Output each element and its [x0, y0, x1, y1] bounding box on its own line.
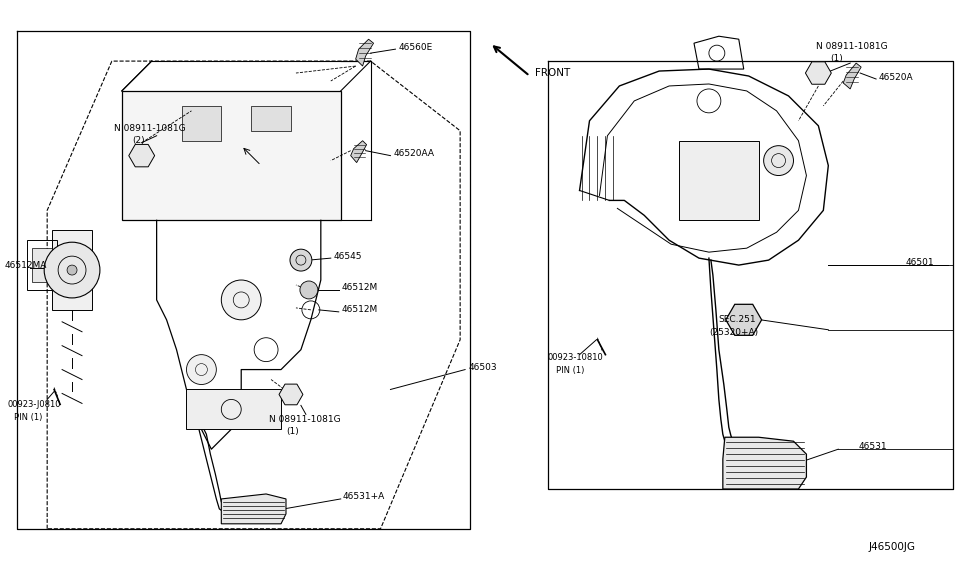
Text: 46501: 46501: [906, 258, 935, 267]
Text: (1): (1): [286, 427, 298, 436]
Polygon shape: [181, 106, 221, 141]
Text: PIN (1): PIN (1): [556, 366, 584, 375]
Text: (25320+A): (25320+A): [709, 328, 758, 337]
Polygon shape: [279, 384, 303, 405]
Text: 46560E: 46560E: [399, 42, 433, 52]
Polygon shape: [356, 39, 373, 66]
Polygon shape: [122, 91, 340, 220]
Text: 46520AA: 46520AA: [394, 149, 435, 158]
Text: 46512M: 46512M: [341, 306, 378, 314]
Text: 00923-10810: 00923-10810: [548, 353, 604, 362]
Polygon shape: [805, 62, 832, 84]
Circle shape: [763, 145, 794, 175]
Polygon shape: [843, 63, 861, 89]
Polygon shape: [679, 141, 759, 220]
Text: J46500JG: J46500JG: [868, 542, 916, 552]
Text: N 08911-1081G: N 08911-1081G: [269, 415, 340, 424]
Text: 46545: 46545: [333, 252, 363, 260]
Text: 46531: 46531: [858, 441, 887, 451]
Text: 00923-J0810: 00923-J0810: [8, 400, 60, 409]
Text: 46520A: 46520A: [878, 72, 913, 82]
Polygon shape: [221, 494, 286, 524]
Text: N 08911-1081G: N 08911-1081G: [114, 125, 185, 133]
Polygon shape: [52, 230, 92, 310]
Polygon shape: [129, 144, 155, 167]
Text: 46512MA: 46512MA: [4, 260, 47, 269]
Text: (1): (1): [831, 54, 843, 63]
Text: N 08911-1081G: N 08911-1081G: [816, 42, 888, 51]
Polygon shape: [725, 305, 761, 335]
Circle shape: [300, 281, 318, 299]
Text: 46531+A: 46531+A: [343, 492, 385, 501]
Circle shape: [186, 355, 216, 384]
Polygon shape: [186, 389, 281, 429]
Circle shape: [67, 265, 77, 275]
Text: 46512M: 46512M: [341, 284, 378, 293]
Polygon shape: [252, 106, 291, 131]
Circle shape: [44, 242, 99, 298]
Polygon shape: [351, 141, 367, 162]
Text: FRONT: FRONT: [534, 68, 570, 78]
Circle shape: [221, 280, 261, 320]
Text: (2): (2): [132, 136, 144, 145]
Text: PIN (1): PIN (1): [15, 413, 43, 422]
Polygon shape: [722, 438, 806, 489]
Text: 46503: 46503: [468, 363, 496, 372]
Polygon shape: [32, 248, 52, 282]
Text: SEC.251: SEC.251: [719, 315, 757, 324]
Circle shape: [290, 249, 312, 271]
